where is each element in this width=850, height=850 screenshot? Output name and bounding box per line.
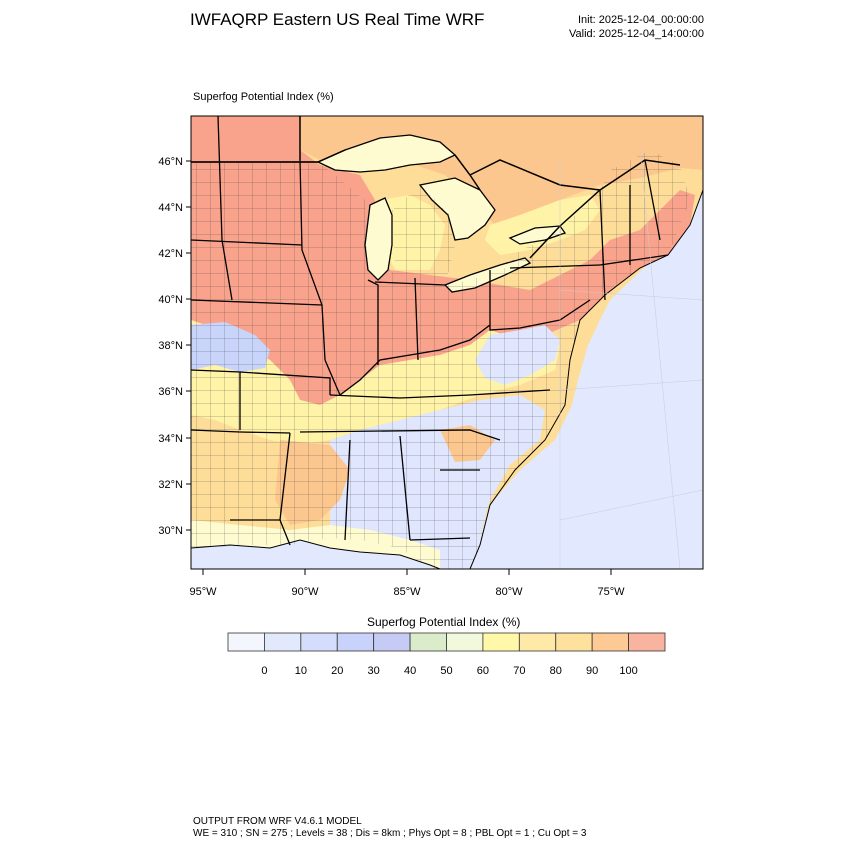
gulf-coastline bbox=[191, 539, 441, 569]
lake-michigan bbox=[364, 197, 393, 281]
lat-tick-label: 34°N bbox=[158, 433, 183, 445]
colorbar-swatch bbox=[446, 632, 484, 652]
international-border bbox=[191, 116, 681, 259]
colorbar-label: 70 bbox=[513, 665, 525, 677]
gulf-water bbox=[191, 540, 440, 569]
lat-tick-label: 42°N bbox=[158, 248, 183, 260]
valid-time: Valid: 2025-12-04_14:00:00 bbox=[569, 28, 704, 40]
colorbar-swatch bbox=[555, 632, 593, 652]
colorbar-label: 90 bbox=[586, 665, 598, 677]
colorbar-label: 10 bbox=[295, 665, 307, 677]
colorbar-swatch bbox=[336, 632, 375, 652]
lat-tick-label: 38°N bbox=[158, 340, 183, 352]
lat-tick-label: 32°N bbox=[158, 479, 183, 491]
colorbar: 0 10 20 30 40 50 60 70 80 90 100 bbox=[227, 632, 666, 677]
longitude-axis: 95°W 90°W 85°W 80°W 75°W bbox=[189, 569, 625, 598]
colorbar-swatch bbox=[300, 632, 338, 652]
colorbar-swatch bbox=[373, 632, 411, 652]
colorbar-swatch bbox=[518, 632, 557, 652]
colorbar-label: 50 bbox=[440, 665, 452, 677]
colorbar-swatch bbox=[628, 632, 666, 652]
county-grid bbox=[191, 150, 690, 569]
colorbar-label: 100 bbox=[619, 665, 637, 677]
colorbar-swatch bbox=[409, 632, 447, 652]
colorbar-label: 60 bbox=[477, 665, 489, 677]
colorbar-swatch bbox=[591, 632, 629, 652]
footer-config-line: WE = 310 ; SN = 275 ; Levels = 38 ; Dis … bbox=[193, 828, 587, 839]
lat-tick-label: 30°N bbox=[158, 525, 183, 537]
lon-tick-label: 80°W bbox=[495, 586, 523, 598]
map-frame bbox=[190, 115, 704, 570]
lat-tick-label: 44°N bbox=[158, 202, 183, 214]
lon-tick-label: 85°W bbox=[393, 586, 421, 598]
colorbar-label: 80 bbox=[550, 665, 562, 677]
footer-model-line: OUTPUT FROM WRF V4.6.1 MODEL bbox=[193, 816, 362, 827]
lon-tick-label: 75°W bbox=[597, 586, 625, 598]
graticule bbox=[559, 149, 703, 569]
map-field-title: Superfog Potential Index (%) bbox=[193, 91, 334, 103]
colorbar-label: 30 bbox=[368, 665, 380, 677]
colorbar-swatch bbox=[264, 632, 302, 652]
lat-tick-label: 46°N bbox=[158, 156, 183, 168]
colorbar-label: 20 bbox=[331, 665, 343, 677]
lon-tick-label: 95°W bbox=[189, 586, 217, 598]
colorbar-label: 40 bbox=[404, 665, 416, 677]
lat-tick-label: 36°N bbox=[158, 386, 183, 398]
colorbar-swatch bbox=[482, 632, 520, 652]
coastline bbox=[469, 189, 703, 569]
main-title: IWFAQRP Eastern US Real Time WRF bbox=[190, 10, 485, 29]
init-time: Init: 2025-12-04_00:00:00 bbox=[578, 14, 704, 26]
map-field bbox=[191, 116, 703, 569]
lat-tick-label: 40°N bbox=[158, 294, 183, 306]
latitude-axis: 46°N 44°N 42°N 40°N 38°N 36°N 34°N 32°N 30°N bbox=[158, 156, 191, 537]
lon-tick-label: 90°W bbox=[291, 586, 319, 598]
colorbar-label: 0 bbox=[261, 665, 267, 677]
lake-superior bbox=[316, 134, 457, 173]
colorbar-title: Superfog Potential Index (%) bbox=[367, 615, 521, 629]
colorbar-swatch bbox=[227, 632, 265, 652]
